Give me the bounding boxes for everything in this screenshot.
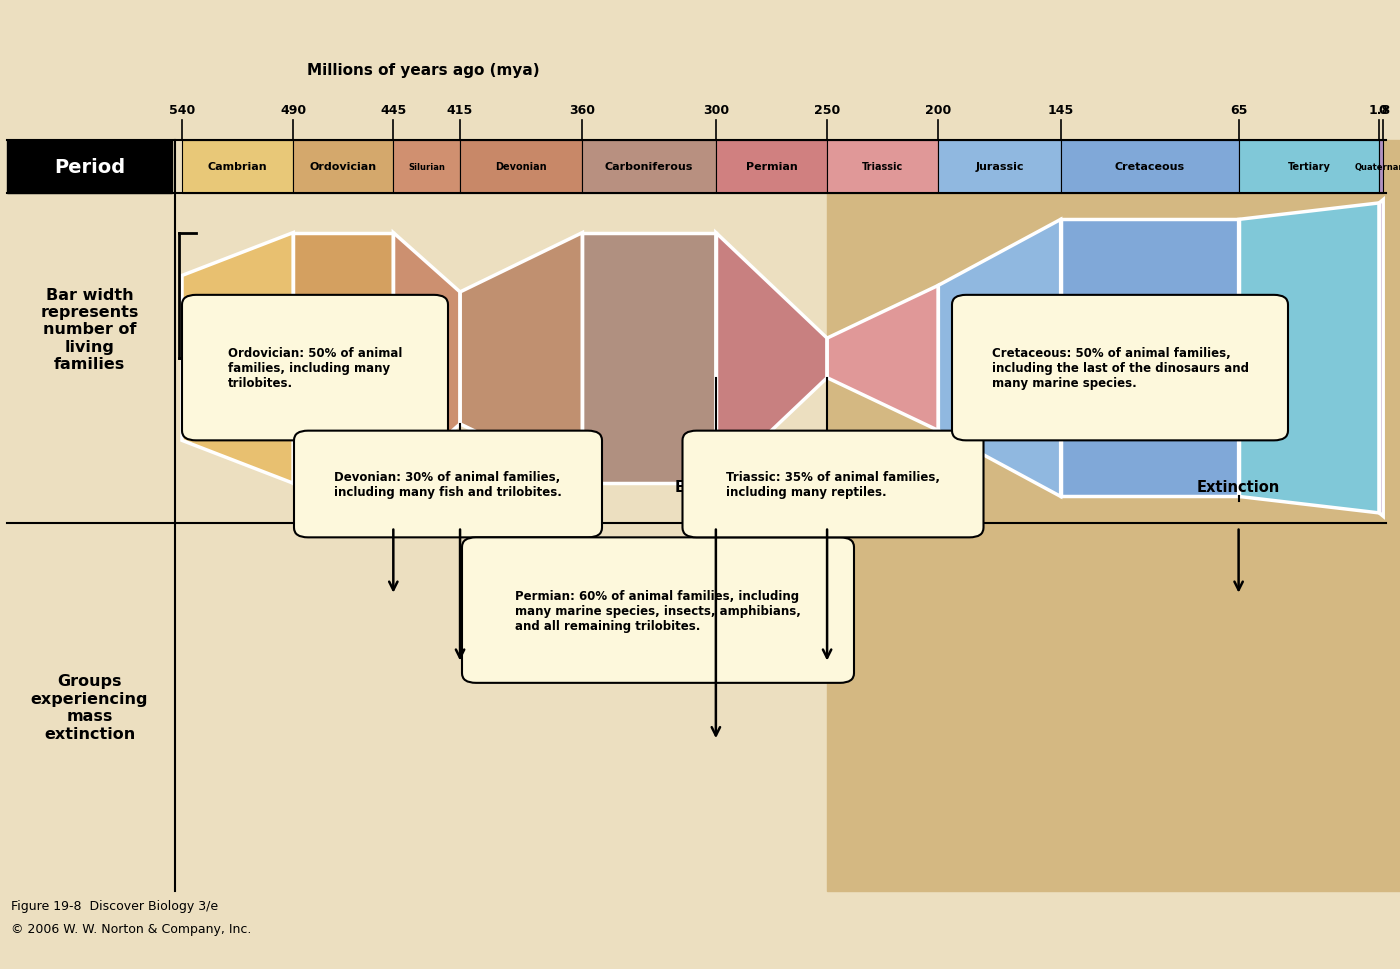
FancyBboxPatch shape bbox=[682, 431, 983, 538]
Text: 415: 415 bbox=[447, 105, 473, 117]
Text: 1.8: 1.8 bbox=[1368, 105, 1390, 117]
Text: Tertiary: Tertiary bbox=[1288, 162, 1330, 172]
Text: Permian: 60% of animal families, including
many marine species, insects, amphibi: Permian: 60% of animal families, includi… bbox=[515, 589, 801, 632]
Text: Period: Period bbox=[55, 158, 125, 176]
Text: Carboniferous: Carboniferous bbox=[605, 162, 693, 172]
Bar bbox=[827, 194, 1400, 891]
Bar bbox=[7, 141, 172, 194]
Polygon shape bbox=[1061, 220, 1239, 497]
Polygon shape bbox=[582, 234, 715, 484]
FancyBboxPatch shape bbox=[294, 431, 602, 538]
Polygon shape bbox=[1379, 201, 1383, 516]
Text: 445: 445 bbox=[381, 105, 406, 117]
Text: Triassic: 35% of animal families,
including many reptiles.: Triassic: 35% of animal families, includ… bbox=[727, 471, 939, 498]
Text: Ordovician: Ordovician bbox=[309, 162, 377, 172]
Bar bbox=[715, 141, 827, 194]
Polygon shape bbox=[938, 220, 1061, 497]
Bar bbox=[461, 141, 582, 194]
Text: Cretaceous: 50% of animal families,
including the last of the dinosaurs and
many: Cretaceous: 50% of animal families, incl… bbox=[991, 347, 1249, 390]
Text: Cretaceous: Cretaceous bbox=[1114, 162, 1184, 172]
Bar bbox=[293, 141, 393, 194]
Text: Silurian: Silurian bbox=[409, 163, 445, 172]
Polygon shape bbox=[393, 234, 461, 484]
Text: Permian: Permian bbox=[746, 162, 798, 172]
Text: Cambrian: Cambrian bbox=[207, 162, 267, 172]
Text: Bar width
represents
number of
living
families: Bar width represents number of living fa… bbox=[41, 287, 139, 372]
FancyBboxPatch shape bbox=[952, 296, 1288, 441]
Polygon shape bbox=[715, 234, 827, 484]
Text: © 2006 W. W. Norton & Company, Inc.: © 2006 W. W. Norton & Company, Inc. bbox=[11, 922, 252, 935]
Text: 145: 145 bbox=[1047, 105, 1074, 117]
Bar bbox=[1379, 141, 1383, 194]
FancyBboxPatch shape bbox=[462, 538, 854, 683]
Text: Figure 19-8  Discover Biology 3/e: Figure 19-8 Discover Biology 3/e bbox=[11, 899, 218, 912]
Bar bbox=[827, 141, 938, 194]
Polygon shape bbox=[293, 234, 393, 484]
Text: 360: 360 bbox=[570, 105, 595, 117]
Text: Extinction: Extinction bbox=[351, 480, 435, 494]
Polygon shape bbox=[827, 286, 938, 431]
Bar bbox=[393, 141, 461, 194]
Text: Extinction: Extinction bbox=[675, 480, 757, 494]
Polygon shape bbox=[1239, 203, 1379, 514]
Text: 540: 540 bbox=[169, 105, 195, 117]
Text: Extinction: Extinction bbox=[1197, 480, 1280, 494]
Text: Jurassic: Jurassic bbox=[976, 162, 1023, 172]
Text: Devonian: Devonian bbox=[496, 162, 547, 172]
Text: 490: 490 bbox=[280, 105, 307, 117]
Text: Groups
experiencing
mass
extinction: Groups experiencing mass extinction bbox=[31, 673, 148, 741]
Bar bbox=[1239, 141, 1379, 194]
Text: Extinction: Extinction bbox=[785, 480, 869, 494]
Bar bbox=[182, 141, 293, 194]
Text: 300: 300 bbox=[703, 105, 729, 117]
Text: 0: 0 bbox=[1379, 105, 1387, 117]
Polygon shape bbox=[182, 234, 293, 484]
Text: Devonian: 30% of animal families,
including many fish and trilobites.: Devonian: 30% of animal families, includ… bbox=[335, 471, 561, 498]
Text: 200: 200 bbox=[925, 105, 952, 117]
Text: Ordovician: 50% of animal
families, including many
trilobites.: Ordovician: 50% of animal families, incl… bbox=[228, 347, 402, 390]
Text: Millions of years ago (mya): Millions of years ago (mya) bbox=[307, 63, 540, 78]
Text: Triassic: Triassic bbox=[862, 162, 903, 172]
Text: Extinction: Extinction bbox=[419, 480, 501, 494]
Text: Quaternary: Quaternary bbox=[1354, 163, 1400, 172]
Bar bbox=[827, 141, 1400, 194]
Bar bbox=[582, 141, 715, 194]
Text: 65: 65 bbox=[1231, 105, 1247, 117]
Bar bbox=[1061, 141, 1239, 194]
Polygon shape bbox=[461, 234, 582, 484]
Bar bbox=[938, 141, 1061, 194]
Text: 250: 250 bbox=[813, 105, 840, 117]
FancyBboxPatch shape bbox=[182, 296, 448, 441]
